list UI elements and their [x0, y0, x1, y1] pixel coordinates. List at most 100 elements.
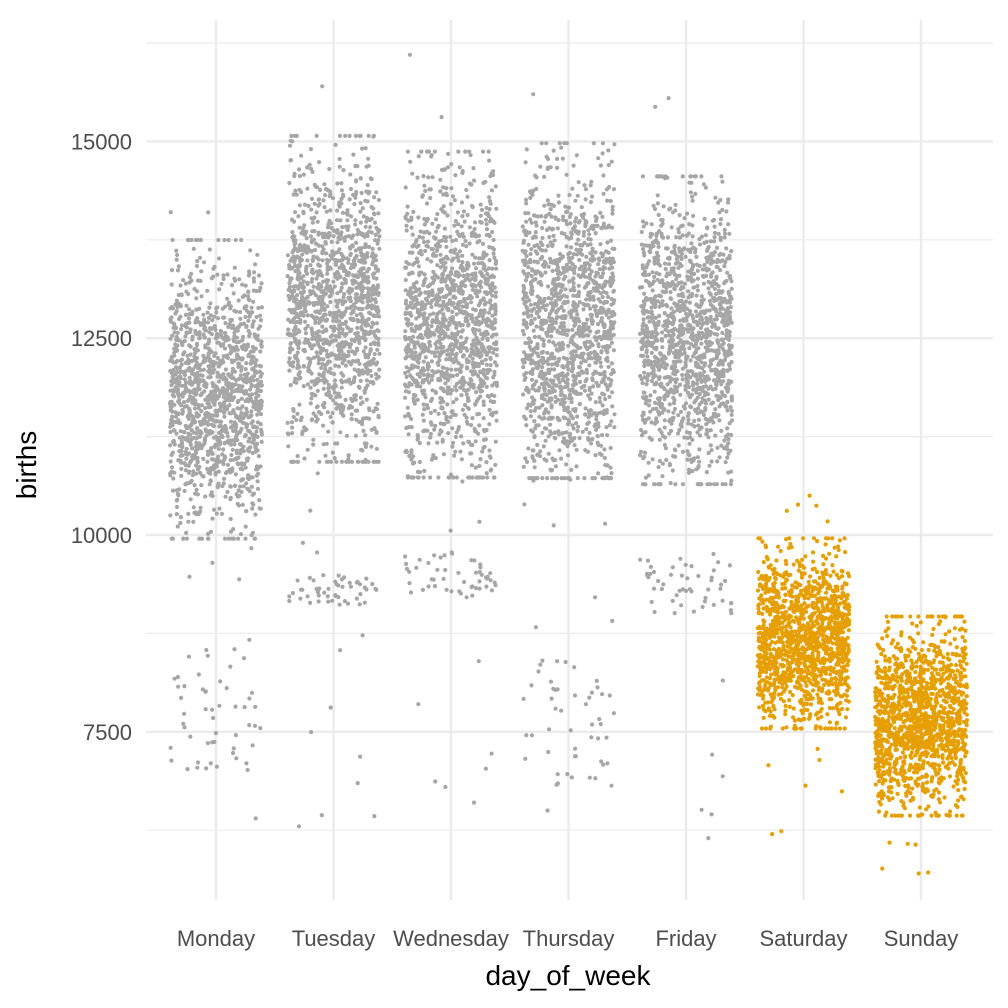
point-tuesday-1326 [351, 278, 356, 283]
point-wednesday-310 [485, 475, 490, 480]
point-tuesday-975 [288, 158, 294, 163]
point-monday-1283 [185, 237, 190, 243]
point-wednesday-1184 [448, 415, 453, 420]
point-thursday-297 [594, 330, 599, 335]
point-wednesday-151 [404, 374, 409, 379]
point-wednesday-289 [487, 422, 492, 427]
point-tuesday-914 [288, 258, 293, 263]
point-tuesday-1215 [314, 350, 319, 355]
point-monday-905 [211, 507, 217, 512]
point-monday-519 [240, 502, 245, 507]
point-wednesday-218 [449, 162, 454, 167]
point-monday-1011 [232, 483, 238, 488]
point-monday-997 [238, 451, 243, 456]
point-tuesday-1131 [374, 376, 379, 381]
point-tuesday-679 [308, 263, 313, 268]
point-tuesday-625 [311, 284, 316, 289]
point-wednesday-371 [467, 225, 472, 230]
point-wednesday-872 [459, 434, 464, 439]
point-tuesday-761 [296, 376, 301, 381]
point-monday-1197 [170, 423, 175, 428]
point-thursday-6 [533, 388, 538, 393]
point-tuesday-1296 [372, 195, 377, 200]
point-wednesday-849 [452, 453, 457, 458]
point-wednesday-73 [454, 475, 459, 480]
point-tuesday-604 [291, 328, 296, 333]
point-monday-585 [240, 334, 246, 339]
point-tuesday-1156 [347, 289, 352, 294]
point-monday-802 [235, 347, 240, 352]
point-monday-1385 [202, 389, 207, 394]
point-tuesday-1155 [314, 330, 319, 335]
point-monday-1312 [245, 342, 250, 347]
point-monday-374 [227, 343, 232, 348]
point-monday-1373 [249, 690, 255, 695]
point-monday-893 [215, 272, 220, 277]
point-monday-1178 [229, 375, 234, 380]
point-wednesday-709 [466, 263, 471, 269]
point-tuesday-974 [349, 327, 354, 332]
point-tuesday-398 [328, 208, 333, 213]
point-wednesday-1338 [407, 581, 412, 586]
point-tuesday-258 [331, 318, 336, 323]
point-monday-515 [194, 487, 199, 492]
point-monday-1129 [259, 401, 264, 406]
point-tuesday-584 [341, 168, 346, 173]
point-monday-937 [207, 247, 212, 252]
point-tuesday-1187 [337, 247, 342, 252]
point-tuesday-1137 [349, 317, 354, 322]
point-tuesday-1121 [332, 326, 337, 332]
point-wednesday-1326 [477, 238, 482, 244]
point-monday-1002 [247, 436, 252, 441]
point-wednesday-1069 [450, 194, 456, 199]
point-wednesday-447 [457, 249, 462, 254]
point-tuesday-1199 [309, 216, 314, 221]
point-tuesday-1368 [339, 577, 344, 582]
point-monday-1313 [228, 317, 233, 322]
point-wednesday-1063 [477, 354, 482, 360]
point-thursday-740 [541, 444, 546, 449]
point-tuesday-1389 [363, 224, 368, 229]
point-tuesday-1216 [301, 348, 306, 353]
point-tuesday-769 [363, 329, 368, 334]
point-tuesday-1236 [328, 293, 333, 298]
point-thursday-683 [599, 433, 605, 438]
point-monday-1284 [258, 506, 263, 511]
point-monday-444 [210, 516, 215, 521]
point-wednesday-434 [447, 320, 452, 325]
point-tuesday-904 [327, 310, 332, 315]
point-wednesday-318 [436, 475, 441, 480]
point-wednesday-445 [465, 272, 470, 277]
point-tuesday-528 [320, 423, 326, 428]
point-wednesday-542 [472, 178, 477, 183]
point-tuesday-596 [340, 299, 345, 304]
point-monday-1048 [191, 415, 196, 420]
point-wednesday-544 [474, 316, 479, 321]
point-thursday-523 [603, 260, 608, 265]
point-wednesday-458 [402, 382, 408, 387]
point-thursday-558 [578, 345, 583, 350]
point-monday-1036 [253, 363, 258, 368]
point-wednesday-559 [460, 260, 465, 265]
point-monday-300 [225, 434, 230, 439]
point-tuesday-1162 [356, 368, 361, 373]
point-monday-1163 [223, 494, 228, 499]
point-tuesday-1113 [330, 450, 335, 455]
point-monday-1033 [243, 398, 248, 404]
point-tuesday-1283 [313, 317, 318, 322]
point-tuesday-1261 [331, 312, 336, 317]
point-tuesday-1093 [348, 295, 353, 300]
point-tuesday-1324 [334, 298, 339, 303]
point-tuesday-1233 [372, 341, 377, 347]
point-wednesday-1030 [445, 165, 451, 170]
point-wednesday-1277 [432, 408, 437, 413]
point-tuesday-541 [331, 386, 336, 392]
point-wednesday-108 [484, 362, 489, 367]
point-wednesday-852 [451, 400, 456, 405]
point-wednesday-1327 [478, 285, 484, 290]
point-wednesday-520 [416, 215, 421, 220]
point-thursday-694 [533, 426, 538, 431]
point-tuesday-554 [367, 352, 372, 357]
point-wednesday-1373 [432, 553, 437, 558]
point-tuesday-685 [361, 416, 366, 421]
